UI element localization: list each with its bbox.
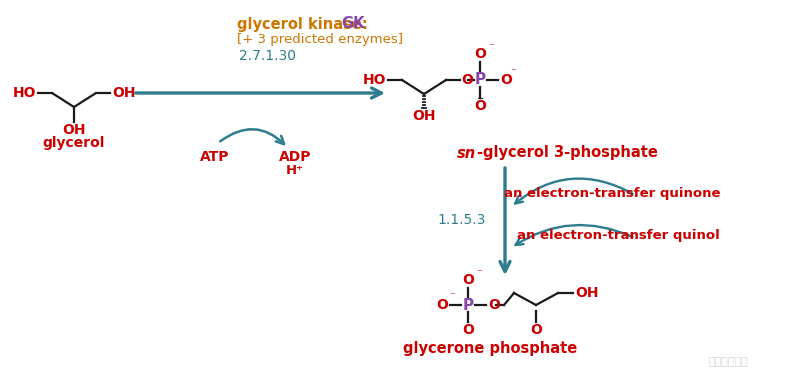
Text: ⁻: ⁻ — [449, 291, 455, 301]
Text: -glycerol 3-phosphate: -glycerol 3-phosphate — [477, 146, 658, 160]
Text: 1.1.5.3: 1.1.5.3 — [438, 213, 486, 227]
Text: P: P — [475, 72, 486, 87]
Text: HO: HO — [13, 86, 36, 100]
Text: O: O — [530, 323, 542, 337]
Text: OH: OH — [575, 286, 599, 300]
Text: glycerone phosphate: glycerone phosphate — [403, 340, 577, 355]
Text: glycerol kinase:: glycerol kinase: — [237, 16, 373, 31]
Text: O: O — [500, 73, 512, 87]
Text: P: P — [462, 298, 473, 313]
Text: 2.7.1.30: 2.7.1.30 — [239, 49, 295, 63]
Text: [+ 3 predicted enzymes]: [+ 3 predicted enzymes] — [237, 33, 403, 46]
Text: O: O — [462, 323, 474, 337]
Text: GK: GK — [341, 16, 364, 31]
Text: OH: OH — [112, 86, 136, 100]
Text: O: O — [461, 73, 473, 87]
Text: OH: OH — [412, 109, 436, 123]
Text: O: O — [474, 99, 486, 113]
Text: 李老师谈生化: 李老师谈生化 — [708, 357, 748, 367]
Text: glycerol: glycerol — [43, 136, 105, 150]
Text: an electron-transfer quinol: an electron-transfer quinol — [517, 229, 720, 242]
Text: OH: OH — [62, 123, 86, 137]
Text: H⁺: H⁺ — [286, 164, 304, 177]
Text: ⁻: ⁻ — [476, 268, 482, 278]
Text: O: O — [436, 298, 448, 312]
Text: ATP: ATP — [200, 150, 230, 164]
Text: O: O — [474, 47, 486, 61]
Text: O: O — [462, 273, 474, 287]
Text: sn: sn — [457, 146, 476, 160]
Text: HO: HO — [363, 73, 386, 87]
Text: ADP: ADP — [279, 150, 311, 164]
Text: ⁻: ⁻ — [488, 42, 494, 52]
Text: an electron-transfer quinone: an electron-transfer quinone — [503, 187, 720, 200]
Text: ⁻: ⁻ — [510, 67, 516, 77]
Text: O: O — [488, 298, 500, 312]
